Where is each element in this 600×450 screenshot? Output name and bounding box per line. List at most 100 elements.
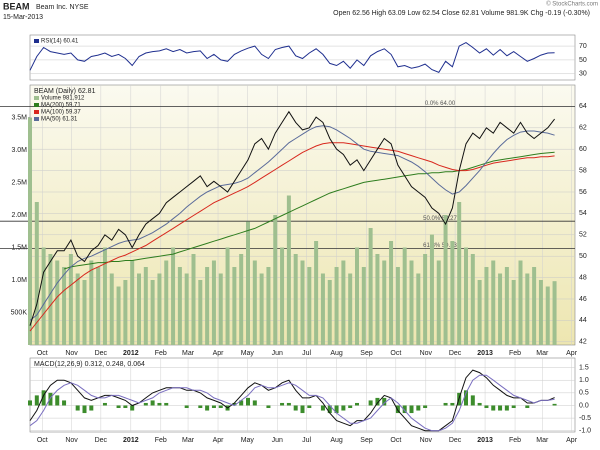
y-tick-label: 54 [579,210,587,217]
series-line [29,42,555,74]
bar [416,273,421,345]
bar [48,254,53,345]
bar [286,402,291,406]
bar [525,273,530,345]
bar [293,254,298,345]
bar [307,267,312,345]
y-tick-label: 58 [579,167,587,174]
bar [504,405,509,411]
bar [334,267,339,345]
bar [538,280,543,345]
x-tick-label: Feb [155,437,167,444]
x-tick-label: Oct [37,350,48,357]
bar [41,247,46,345]
bar [55,260,60,345]
bar [171,247,176,345]
credit: © StockCharts.com [546,1,598,8]
bar [498,405,503,411]
x-tick-label: Apr [213,437,225,444]
bar [109,273,114,345]
y2-tick-label: 1.0M [11,277,27,284]
bar [429,234,434,345]
y-tick-label: 56 [579,189,587,196]
bar [280,402,285,406]
bar [62,400,67,406]
y-tick-label: -1.0 [579,428,591,435]
bar [348,405,353,409]
bar [198,405,203,409]
x-tick-label: Jul [302,350,311,357]
bar [395,405,400,414]
x-tick-label: Nov [65,437,78,444]
x-tick-label: 2012 [123,437,139,444]
y-tick-label: 62 [579,125,587,132]
bar [191,254,196,345]
bar [314,241,319,345]
bar [150,400,155,406]
x-tick-label: May [241,350,255,357]
bar [395,267,400,345]
panel-title: MACD(12,26,9) 0.312, 0.248, 0.064 [34,361,145,368]
y-tick-label: 52 [579,232,587,239]
bar [28,400,32,406]
bar [184,273,189,345]
bar [477,280,482,345]
y-tick-label: 0.0 [579,402,589,409]
bar [504,267,509,345]
x-tick-label: Jun [272,437,283,444]
x-tick-label: 2013 [477,350,493,357]
series-line [29,369,555,432]
legend-swatch [34,103,39,107]
bar [307,405,312,409]
bar [123,405,128,409]
y2-tick-label: 3.5M [11,114,27,121]
bar [218,405,223,409]
x-tick-label: Sep [360,350,373,357]
bar [143,402,148,406]
x-tick-label: Dec [95,350,108,357]
bar [89,260,94,345]
bar [457,202,462,345]
bar [75,405,80,411]
date: 15-Mar-2013 [3,14,43,21]
bar [150,280,155,345]
bar [96,267,101,345]
fib-label: 50.0% 53.27 [423,216,457,222]
bar [266,267,271,345]
bar [382,397,387,406]
x-tick-label: Aug [330,350,343,357]
bar [116,286,121,345]
y-tick-label: 30 [579,71,587,78]
bar [423,254,428,345]
x-tick-label: Oct [390,437,401,444]
bar [402,405,407,414]
legend-label: RSI(14) 60.41 [41,39,79,45]
x-tick-label: Mar [536,437,549,444]
bar [184,405,189,409]
y-tick-label: 60 [579,146,587,153]
bar [436,260,441,345]
bar [225,247,230,345]
y-tick-label: 64 [579,103,587,110]
x-tick-label: Feb [155,350,167,357]
bar [416,405,421,411]
bar [375,254,380,345]
bar [443,215,448,345]
bar [470,254,475,345]
bar [511,405,516,409]
bar [327,280,332,345]
bar [464,247,468,345]
bar [232,267,237,345]
x-tick-label: Nov [65,350,78,357]
bar [157,402,162,406]
bar [102,247,107,345]
bar [164,260,169,345]
bar [286,195,291,345]
x-tick-label: 2013 [477,437,493,444]
bar [143,267,148,345]
symbol: BEAM [3,1,30,11]
bar [55,395,60,406]
bar [355,247,359,345]
fib-label: 61.8% 50.73 [423,243,457,249]
